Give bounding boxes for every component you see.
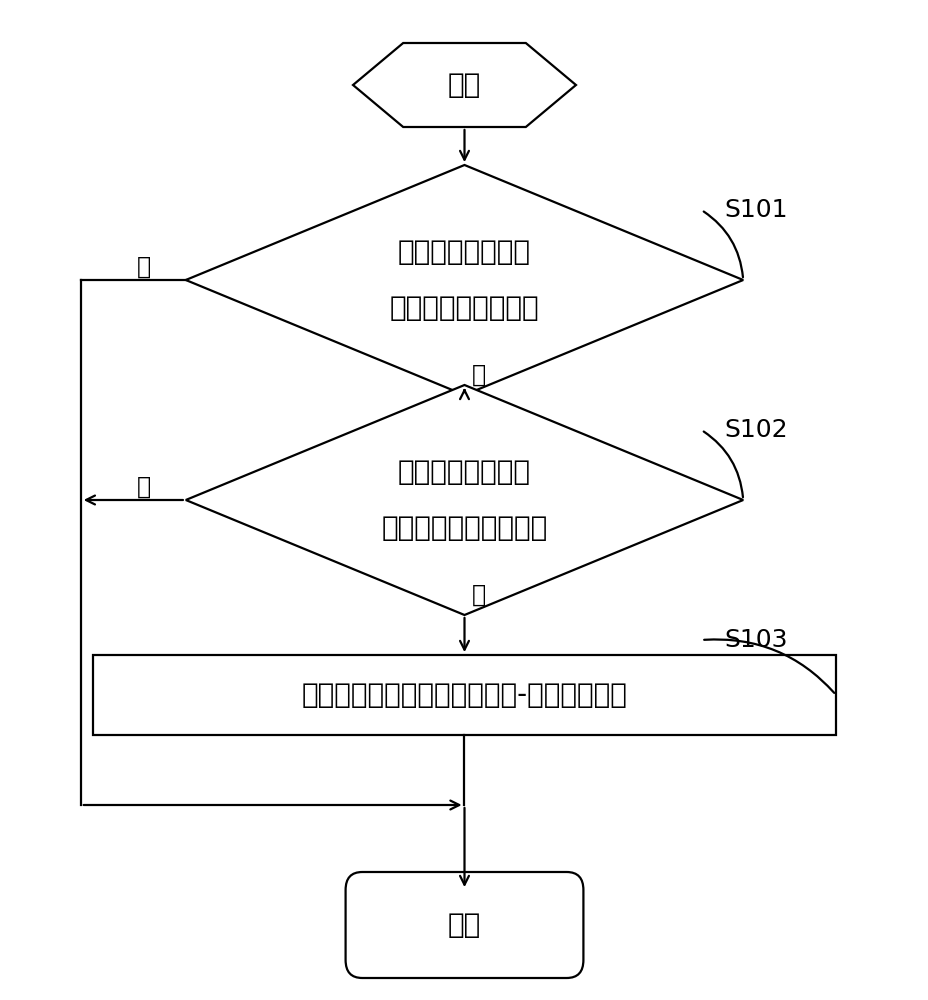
Text: 是: 是: [470, 363, 485, 387]
Text: 开始: 开始: [447, 71, 481, 99]
Text: 否: 否: [136, 475, 151, 499]
Text: 判断当前通话模式: 判断当前通话模式: [397, 238, 531, 266]
Text: 是: 是: [470, 583, 485, 607]
Polygon shape: [186, 165, 742, 395]
Text: 将当前通话模式切换为麦克风-听筒通话模式: 将当前通话模式切换为麦克风-听筒通话模式: [302, 681, 626, 709]
Text: S102: S102: [724, 418, 787, 442]
Text: 结束: 结束: [447, 911, 481, 939]
Text: S103: S103: [724, 628, 787, 652]
Polygon shape: [353, 43, 575, 127]
Text: 否: 否: [136, 255, 151, 279]
Text: 是否为蓝牙通话模式: 是否为蓝牙通话模式: [389, 294, 539, 322]
Polygon shape: [186, 385, 742, 615]
Text: S101: S101: [724, 198, 787, 222]
Text: 是否被靠近用户的耳部: 是否被靠近用户的耳部: [381, 514, 547, 542]
Bar: [93, 655, 835, 735]
Text: 判断移动通信终端: 判断移动通信终端: [397, 458, 531, 486]
FancyBboxPatch shape: [345, 872, 583, 978]
